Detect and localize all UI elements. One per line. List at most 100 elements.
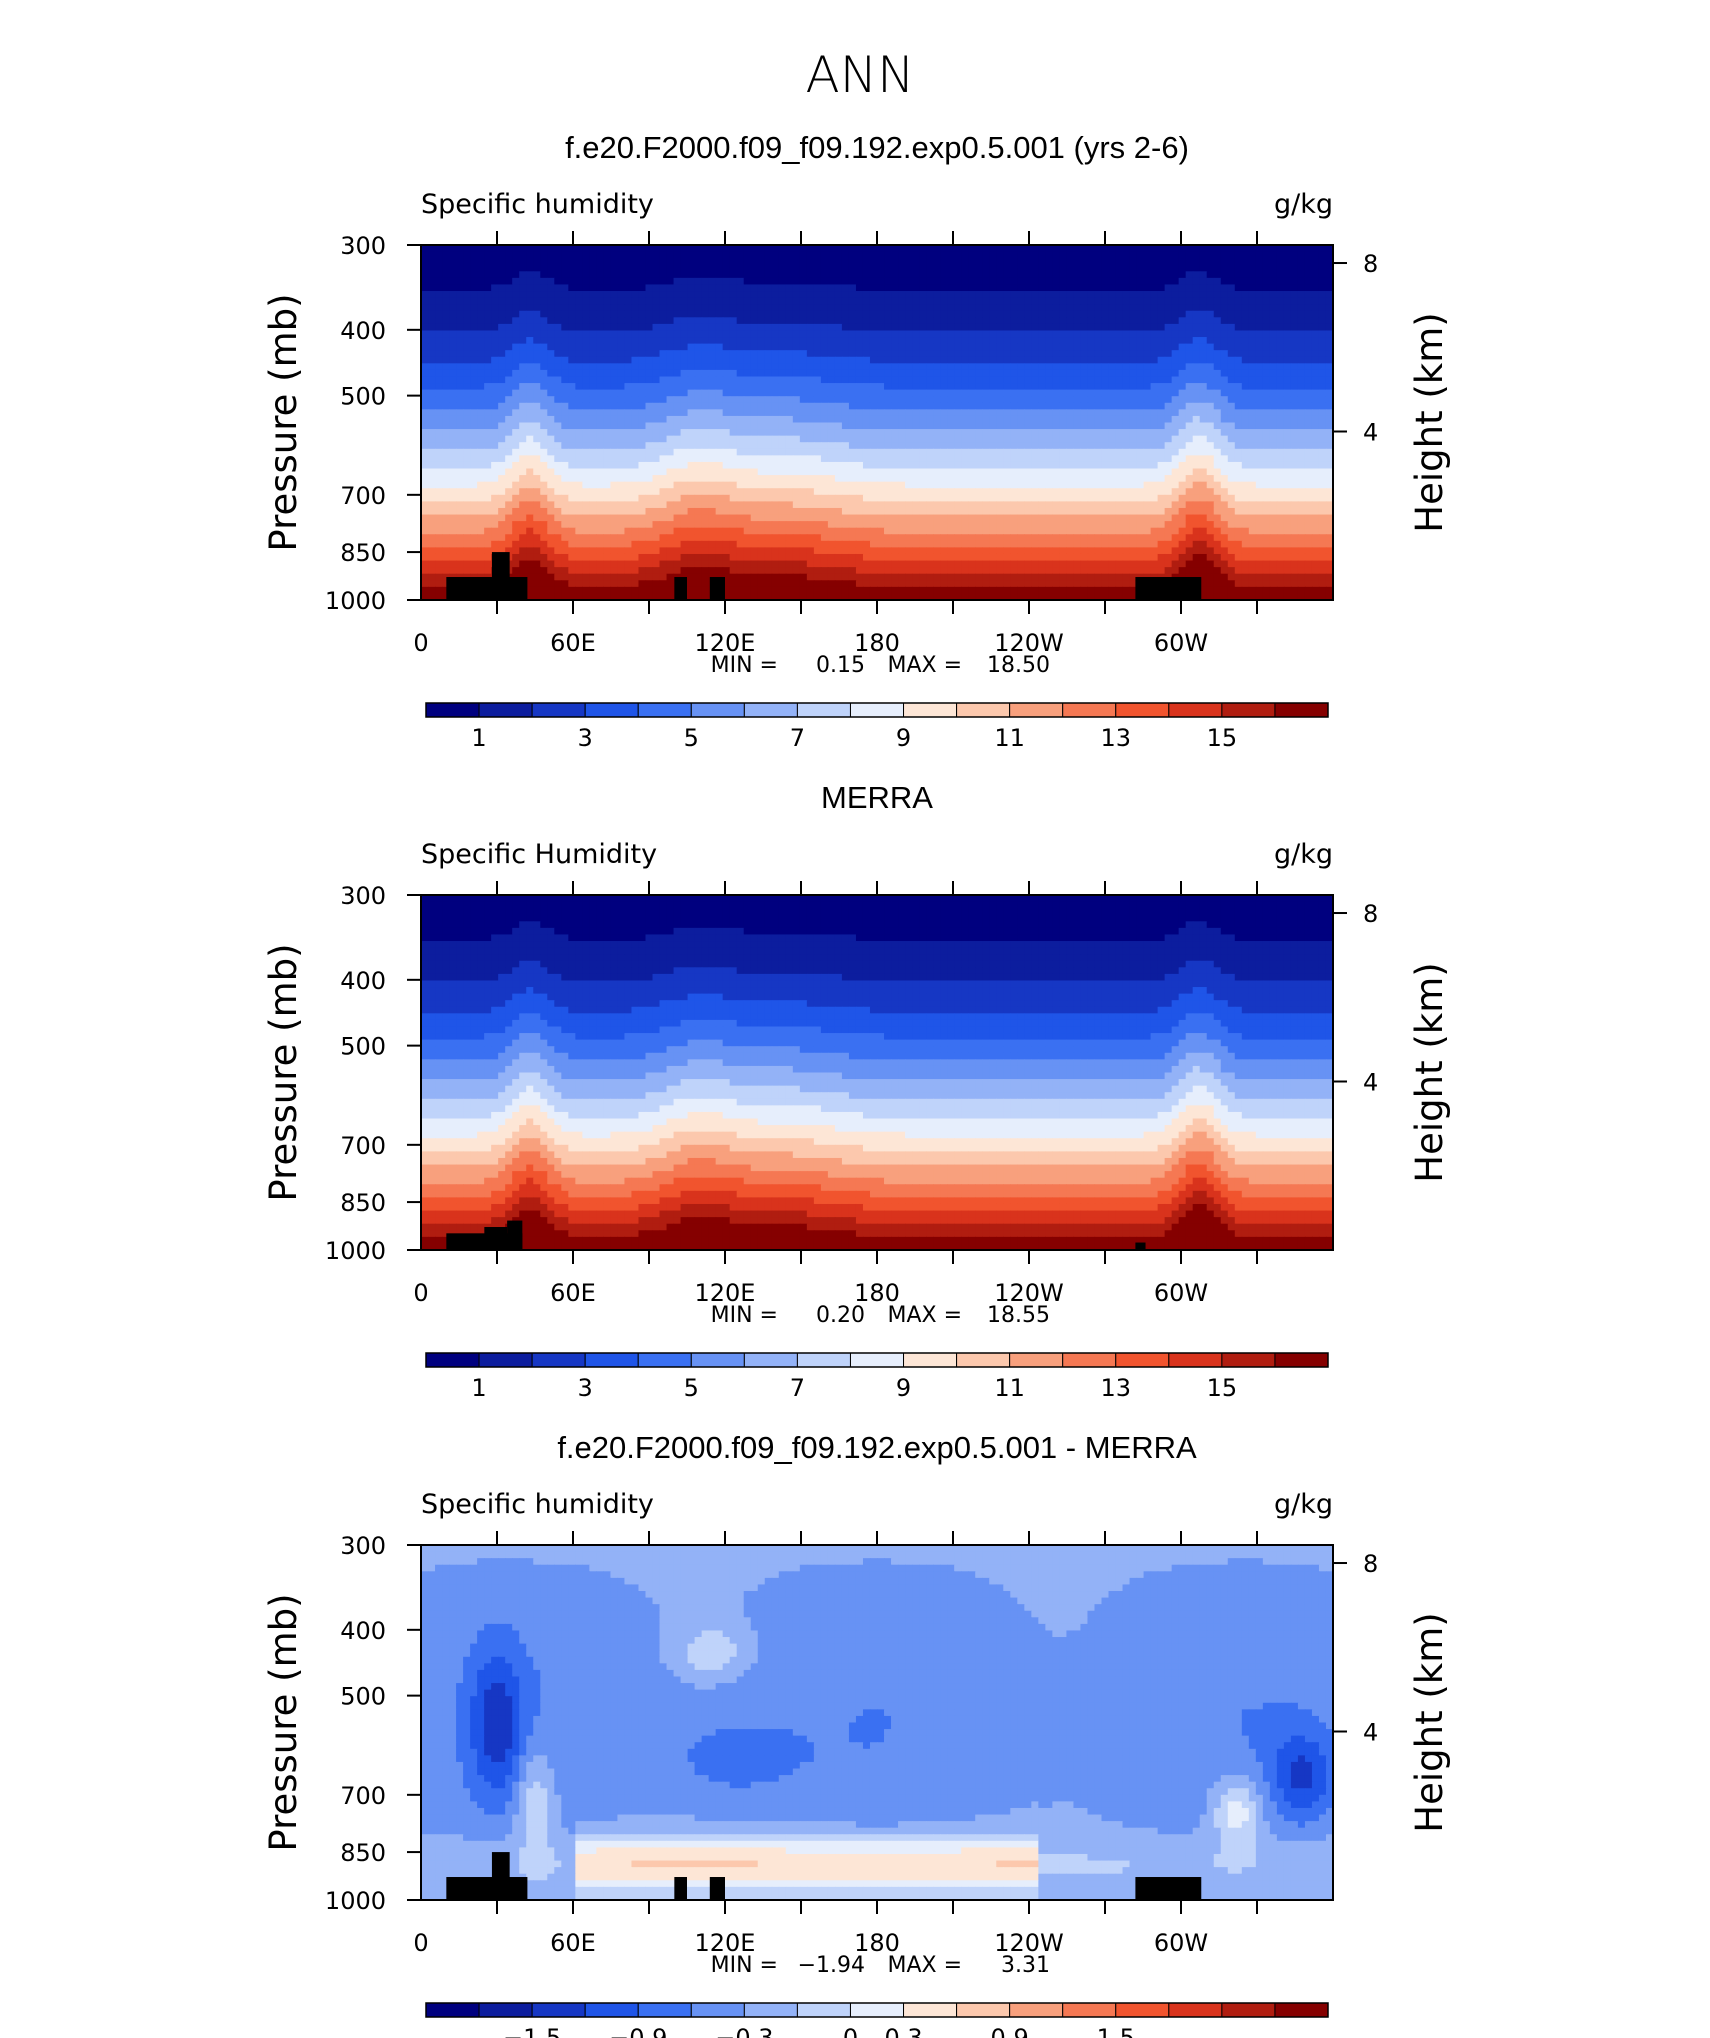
field-cell <box>603 494 612 502</box>
field-cell <box>1059 389 1068 397</box>
field-cell <box>912 271 920 279</box>
field-cell <box>1003 343 1011 351</box>
field-cell <box>1220 284 1229 292</box>
field-cell <box>631 376 640 384</box>
field-cell <box>1108 304 1117 312</box>
field-cell <box>596 337 604 345</box>
field-cell <box>463 284 471 292</box>
field-cell <box>1024 304 1032 312</box>
field-cell <box>582 455 590 463</box>
field-cell <box>1192 369 1201 378</box>
field-cell <box>1220 448 1229 456</box>
field-cell <box>1143 350 1152 358</box>
field-cell <box>954 442 962 450</box>
field-cell <box>1255 323 1264 332</box>
field-cell <box>470 494 478 502</box>
field-cell <box>477 350 485 358</box>
field-cell <box>1017 343 1025 351</box>
field-cell <box>1073 402 1082 410</box>
field-cell <box>1178 310 1187 318</box>
field-cell <box>694 330 703 338</box>
field-cell <box>750 448 759 456</box>
field-cell <box>1248 389 1257 397</box>
field-cell <box>947 389 955 397</box>
field-cell <box>526 494 534 502</box>
field-cell <box>1164 475 1173 483</box>
field-cell <box>743 422 752 430</box>
field-cell <box>954 429 962 437</box>
field-cell <box>477 277 485 286</box>
field-cell <box>834 383 843 391</box>
field-cell <box>603 455 612 463</box>
field-cell <box>841 277 850 286</box>
field-cell <box>701 435 710 443</box>
field-cell <box>785 271 794 279</box>
field-cell <box>792 455 801 463</box>
field-cell <box>989 245 997 253</box>
field-cell <box>1122 455 1131 463</box>
field-cell <box>1031 330 1039 338</box>
field-cell <box>477 442 485 450</box>
field-cell <box>841 488 850 496</box>
field-cell <box>533 389 541 397</box>
field-cell <box>1206 330 1215 338</box>
field-cell <box>1080 258 1089 266</box>
field-cell <box>1213 376 1222 384</box>
field-cell <box>547 304 555 312</box>
field-cell <box>1192 396 1201 404</box>
field-cell <box>1178 264 1187 272</box>
field-cell <box>1108 251 1117 259</box>
field-cell <box>505 369 513 378</box>
field-cell <box>1094 468 1103 476</box>
field-cell <box>1220 264 1229 272</box>
field-cell <box>568 376 576 384</box>
field-cell <box>687 297 696 305</box>
field-cell <box>1164 409 1173 417</box>
field-cell <box>1178 304 1187 312</box>
field-cell <box>1290 304 1299 312</box>
field-cell <box>799 369 808 378</box>
field-cell <box>1283 271 1292 279</box>
field-cell <box>898 402 906 410</box>
field-cell <box>1318 330 1327 338</box>
field-cell <box>891 245 899 253</box>
field-cell <box>722 435 731 443</box>
field-cell <box>898 317 906 325</box>
field-cell <box>1052 429 1060 437</box>
field-cell <box>1290 291 1299 299</box>
field-cell <box>1157 396 1166 404</box>
field-cell <box>820 310 829 318</box>
field-cell <box>1199 245 1208 253</box>
field-cell <box>813 284 822 292</box>
field-cell <box>1115 330 1124 338</box>
field-cell <box>470 271 478 279</box>
field-cell <box>1101 310 1110 318</box>
field-cell <box>561 310 569 318</box>
field-cell <box>1066 323 1075 332</box>
field-cell <box>1234 277 1243 286</box>
field-cell <box>519 350 527 358</box>
field-cell <box>568 323 576 332</box>
field-cell <box>1017 356 1025 364</box>
field-cell <box>933 330 941 338</box>
field-cell <box>778 429 787 437</box>
field-cell <box>799 396 808 404</box>
field-cell <box>996 310 1004 318</box>
field-cell <box>750 494 759 502</box>
field-cell <box>477 264 485 272</box>
field-cell <box>940 376 948 384</box>
field-cell <box>554 284 562 292</box>
field-cell <box>778 264 787 272</box>
field-cell <box>666 337 675 345</box>
field-cell <box>954 488 962 496</box>
field-cell <box>926 245 934 253</box>
field-cell <box>582 396 590 404</box>
field-cell <box>568 264 576 272</box>
field-cell <box>1073 461 1082 470</box>
field-cell <box>1234 323 1243 332</box>
field-cell <box>743 415 752 424</box>
field-cell <box>687 304 696 312</box>
field-cell <box>855 264 864 272</box>
field-cell <box>750 350 759 358</box>
field-cell <box>652 284 661 292</box>
